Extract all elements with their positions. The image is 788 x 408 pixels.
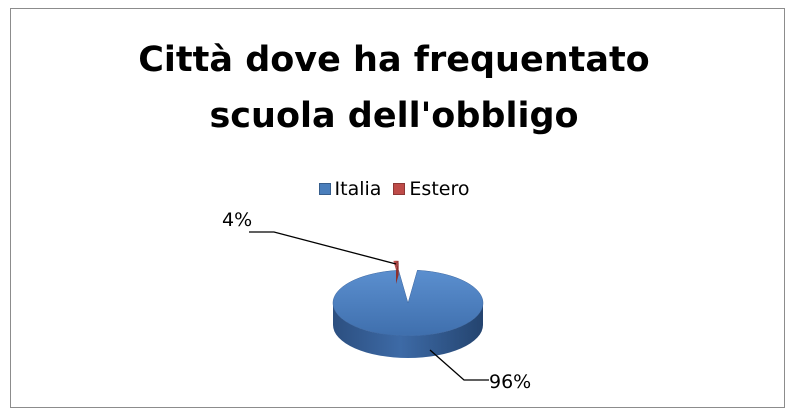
pie-slice-italia (332, 269, 484, 358)
legend-swatch-estero (393, 183, 406, 195)
chart-title: Città dove ha frequentato scuola dell'ob… (0, 32, 788, 144)
leader-line-estero (249, 231, 397, 265)
pie-chart: 4% 96% (222, 209, 531, 393)
legend-label-estero: Estero (409, 178, 470, 200)
legend-label-italia: Italia (334, 178, 382, 200)
legend-swatch-italia (318, 183, 331, 195)
data-label-estero: 4% (222, 209, 252, 231)
pie-slice-italia-top (332, 269, 484, 337)
pie-slice-italia-side (333, 303, 483, 358)
legend: Italia Estero (0, 178, 788, 200)
leader-line-italia (429, 349, 489, 381)
chart-title-line-2: scuola dell'obbligo (209, 96, 579, 136)
chart-title-line-1: Città dove ha frequentato (138, 40, 650, 80)
pie-slice-estero-side (396, 260, 399, 284)
legend-item-italia: Italia (318, 178, 382, 200)
data-label-italia: 96% (489, 371, 531, 393)
legend-item-estero: Estero (393, 178, 469, 200)
